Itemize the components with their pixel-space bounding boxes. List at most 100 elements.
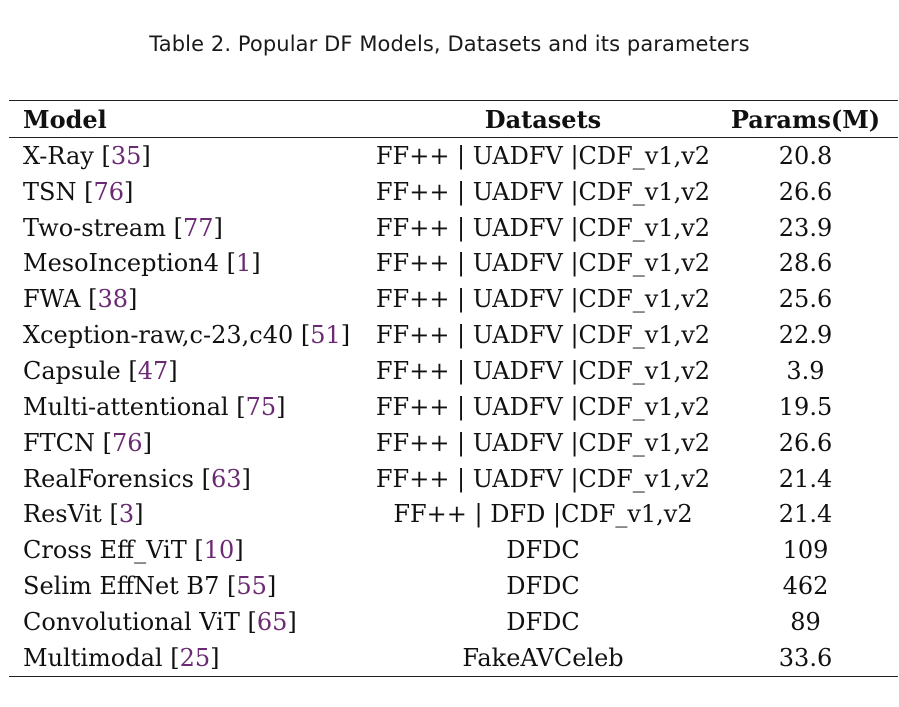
citation-link[interactable]: 38 [97, 285, 129, 314]
table-row: ResVit [3] FF++ | DFD |CDF_v1,v2 21.4 [9, 496, 898, 532]
citation-link[interactable]: 10 [203, 536, 235, 565]
model-cell: Two-stream [77] [9, 210, 373, 246]
params-cell: 3.9 [786, 356, 825, 385]
model-name: FTCN [23, 428, 96, 457]
citation-bracket-open: [ [239, 607, 257, 636]
params-cell: 26.6 [778, 177, 833, 206]
model-name: Cross Eff_ViT [23, 536, 187, 565]
table-row: FWA [38] FF++ | UADFV |CDF_v1,v2 25.6 [9, 281, 898, 317]
citation-bracket-close: ] [210, 643, 220, 672]
table-row: Multimodal [25] FakeAVCeleb 33.6 [9, 640, 898, 677]
datasets-cell: FF++ | UADFV |CDF_v1,v2 [375, 392, 711, 421]
table-row: FTCN [76] FF++ | UADFV |CDF_v1,v2 26.6 [9, 425, 898, 461]
datasets-cell: FF++ | DFD |CDF_v1,v2 [393, 500, 693, 529]
params-cell: 20.8 [778, 141, 833, 170]
datasets-cell: FF++ | UADFV |CDF_v1,v2 [375, 321, 711, 350]
datasets-cell: FF++ | UADFV |CDF_v1,v2 [375, 177, 711, 206]
datasets-cell: FF++ | UADFV |CDF_v1,v2 [375, 428, 711, 457]
model-cell: Selim EffNet B7 [55] [9, 568, 373, 604]
citation-bracket-close: ] [276, 392, 286, 421]
model-cell: FWA [38] [9, 281, 373, 317]
table-row: TSN [76] FF++ | UADFV |CDF_v1,v2 26.6 [9, 174, 898, 210]
citation-bracket-close: ] [241, 464, 251, 493]
citation-bracket-open: [ [120, 356, 138, 385]
table-row: Xception-raw,c-23,c40 [51] FF++ | UADFV |… [9, 317, 898, 353]
citation-bracket-open: [ [193, 464, 211, 493]
model-cell: Multimodal [25] [9, 640, 373, 676]
table-row: RealForensics [63] FF++ | UADFV |CDF_v1,v… [9, 461, 898, 497]
model-cell: X-Ray [35] [9, 138, 373, 174]
model-name: RealForensics [23, 464, 194, 493]
params-cell: 109 [782, 536, 829, 565]
header-params: Params(M) [730, 104, 881, 134]
datasets-cell: DFDC [506, 536, 580, 565]
model-name: Multi-attentional [23, 392, 229, 421]
citation-bracket-open: [ [93, 141, 111, 170]
datasets-cell: FakeAVCeleb [462, 643, 624, 672]
citation-link[interactable]: 76 [93, 177, 124, 206]
model-name: Multimodal [23, 643, 163, 672]
citation-bracket-close: ] [142, 428, 152, 457]
model-name: MesoInception4 [23, 249, 219, 278]
params-cell: 33.6 [778, 643, 833, 672]
model-cell: Cross Eff_ViT [10] [9, 532, 373, 568]
citation-link[interactable]: 75 [245, 392, 277, 421]
citation-link[interactable]: 3 [118, 500, 135, 529]
params-cell: 89 [790, 607, 821, 636]
table-body: X-Ray [35] FF++ | UADFV |CDF_v1,v2 20.8 TSN… [9, 138, 898, 677]
datasets-cell: FF++ | UADFV |CDF_v1,v2 [375, 141, 711, 170]
citation-bracket-close: ] [287, 607, 297, 636]
citation-bracket-close: ] [213, 213, 223, 242]
citation-bracket-close: ] [134, 500, 144, 529]
citation-link[interactable]: 35 [110, 141, 142, 170]
datasets-cell: FF++ | UADFV |CDF_v1,v2 [375, 213, 711, 242]
citation-bracket-close: ] [124, 177, 134, 206]
table-row: MesoInception4 [1] FF++ | UADFV |CDF_v1,v… [9, 246, 898, 282]
citation-bracket-open: [ [293, 321, 311, 350]
model-name: Convolutional ViT [23, 607, 240, 636]
params-cell: 21.4 [778, 464, 833, 493]
model-name: Capsule [23, 356, 121, 385]
model-cell: Multi-attentional [75] [9, 389, 373, 425]
params-cell: 28.6 [778, 249, 833, 278]
citation-link[interactable]: 77 [182, 213, 214, 242]
table-row: Capsule [47] FF++ | UADFV |CDF_v1,v2 3.9 [9, 353, 898, 389]
citation-link[interactable]: 55 [236, 572, 267, 601]
citation-bracket-open: [ [80, 285, 98, 314]
citation-bracket-close: ] [266, 572, 277, 601]
citation-link[interactable]: 47 [137, 356, 169, 385]
citation-bracket-close: ] [141, 141, 151, 170]
citation-link[interactable]: 51 [310, 321, 341, 350]
params-cell: 462 [782, 572, 829, 601]
model-cell: Xception-raw,c-23,c40 [51] [9, 317, 373, 353]
model-name: Xception-raw,c-23,c40 [23, 321, 294, 350]
model-name: X-Ray [23, 141, 94, 170]
header-row: Model Datasets Params(M) [9, 100, 898, 138]
datasets-cell: DFDC [506, 572, 580, 601]
table-container: Model Datasets Params(M) X-Ray [35] FF++ … [9, 100, 898, 677]
table-row: Selim EffNet B7 [55] DFDC 462 [9, 568, 898, 604]
citation-link[interactable]: 25 [179, 643, 211, 672]
citation-link[interactable]: 76 [112, 428, 143, 457]
citation-link[interactable]: 63 [210, 464, 242, 493]
citation-bracket-close: ] [340, 321, 351, 350]
citation-link[interactable]: 65 [256, 607, 288, 636]
citation-bracket-open: [ [219, 572, 237, 601]
citation-bracket-close: ] [251, 249, 261, 278]
citation-bracket-close: ] [168, 356, 178, 385]
datasets-cell: FF++ | UADFV |CDF_v1,v2 [375, 285, 711, 314]
datasets-cell: FF++ | UADFV |CDF_v1,v2 [375, 356, 711, 385]
table-row: Two-stream [77] FF++ | UADFV |CDF_v1,v2 23… [9, 210, 898, 246]
header-model: Model [23, 104, 107, 134]
table-row: Multi-attentional [75] FF++ | UADFV |CDF_… [9, 389, 898, 425]
model-name: TSN [23, 177, 77, 206]
params-cell: 23.9 [778, 213, 833, 242]
table-row: Cross Eff_ViT [10] DFDC 109 [9, 532, 898, 568]
model-name: FWA [23, 285, 81, 314]
datasets-cell: DFDC [506, 607, 580, 636]
model-name: Two-stream [23, 213, 166, 242]
citation-link[interactable]: 1 [235, 249, 252, 278]
citation-bracket-open: [ [101, 500, 119, 529]
table-row: X-Ray [35] FF++ | UADFV |CDF_v1,v2 20.8 [9, 138, 898, 174]
citation-bracket-open: [ [165, 213, 183, 242]
